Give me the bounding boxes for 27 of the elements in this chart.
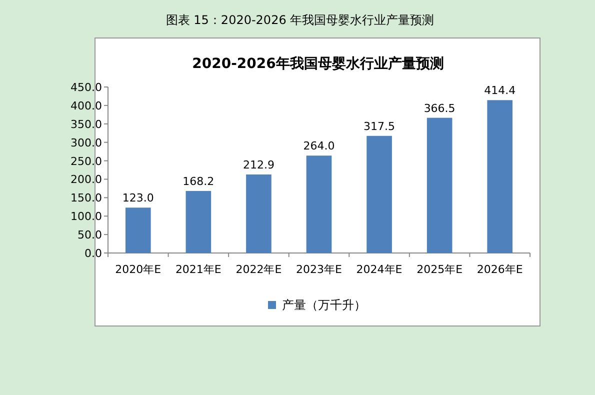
xtick: 2024年E — [356, 263, 402, 276]
legend: 产量（万千升） — [282, 298, 366, 312]
ytick: 350.0 — [70, 118, 102, 131]
label: 168.2 — [182, 174, 214, 188]
ytick: 150.0 — [70, 192, 102, 205]
ytick: 100.0 — [70, 210, 102, 224]
ytick: 400.0 — [70, 99, 102, 112]
label: 414.4 — [484, 84, 516, 98]
xtick: 2023年E — [296, 263, 342, 276]
ytick: 0.0 — [84, 247, 102, 260]
ytick: 250.0 — [70, 154, 102, 168]
xtick: 2022年E — [236, 263, 282, 276]
ytick: 200.0 — [70, 173, 102, 186]
xtick: 2020年E — [115, 263, 162, 276]
label: 264.0 — [303, 140, 335, 153]
label: 212.9 — [242, 158, 274, 172]
ytick: 50.0 — [78, 228, 102, 242]
label: 123.0 — [122, 192, 154, 205]
ytick: 300.0 — [70, 136, 102, 150]
xtick: 2025年E — [416, 263, 463, 276]
annotation: 图表 15：2020-2026 年我国母婴水行业产量预测 — [166, 13, 434, 27]
title: 2020-2026年我国母婴水行业产量预测 — [192, 56, 444, 72]
label: 317.5 — [364, 120, 396, 133]
xtick: 2021年E — [175, 263, 222, 276]
xtick: 2026年E — [476, 263, 523, 276]
label: 366.5 — [424, 102, 456, 115]
ytick: 450.0 — [70, 81, 102, 94]
